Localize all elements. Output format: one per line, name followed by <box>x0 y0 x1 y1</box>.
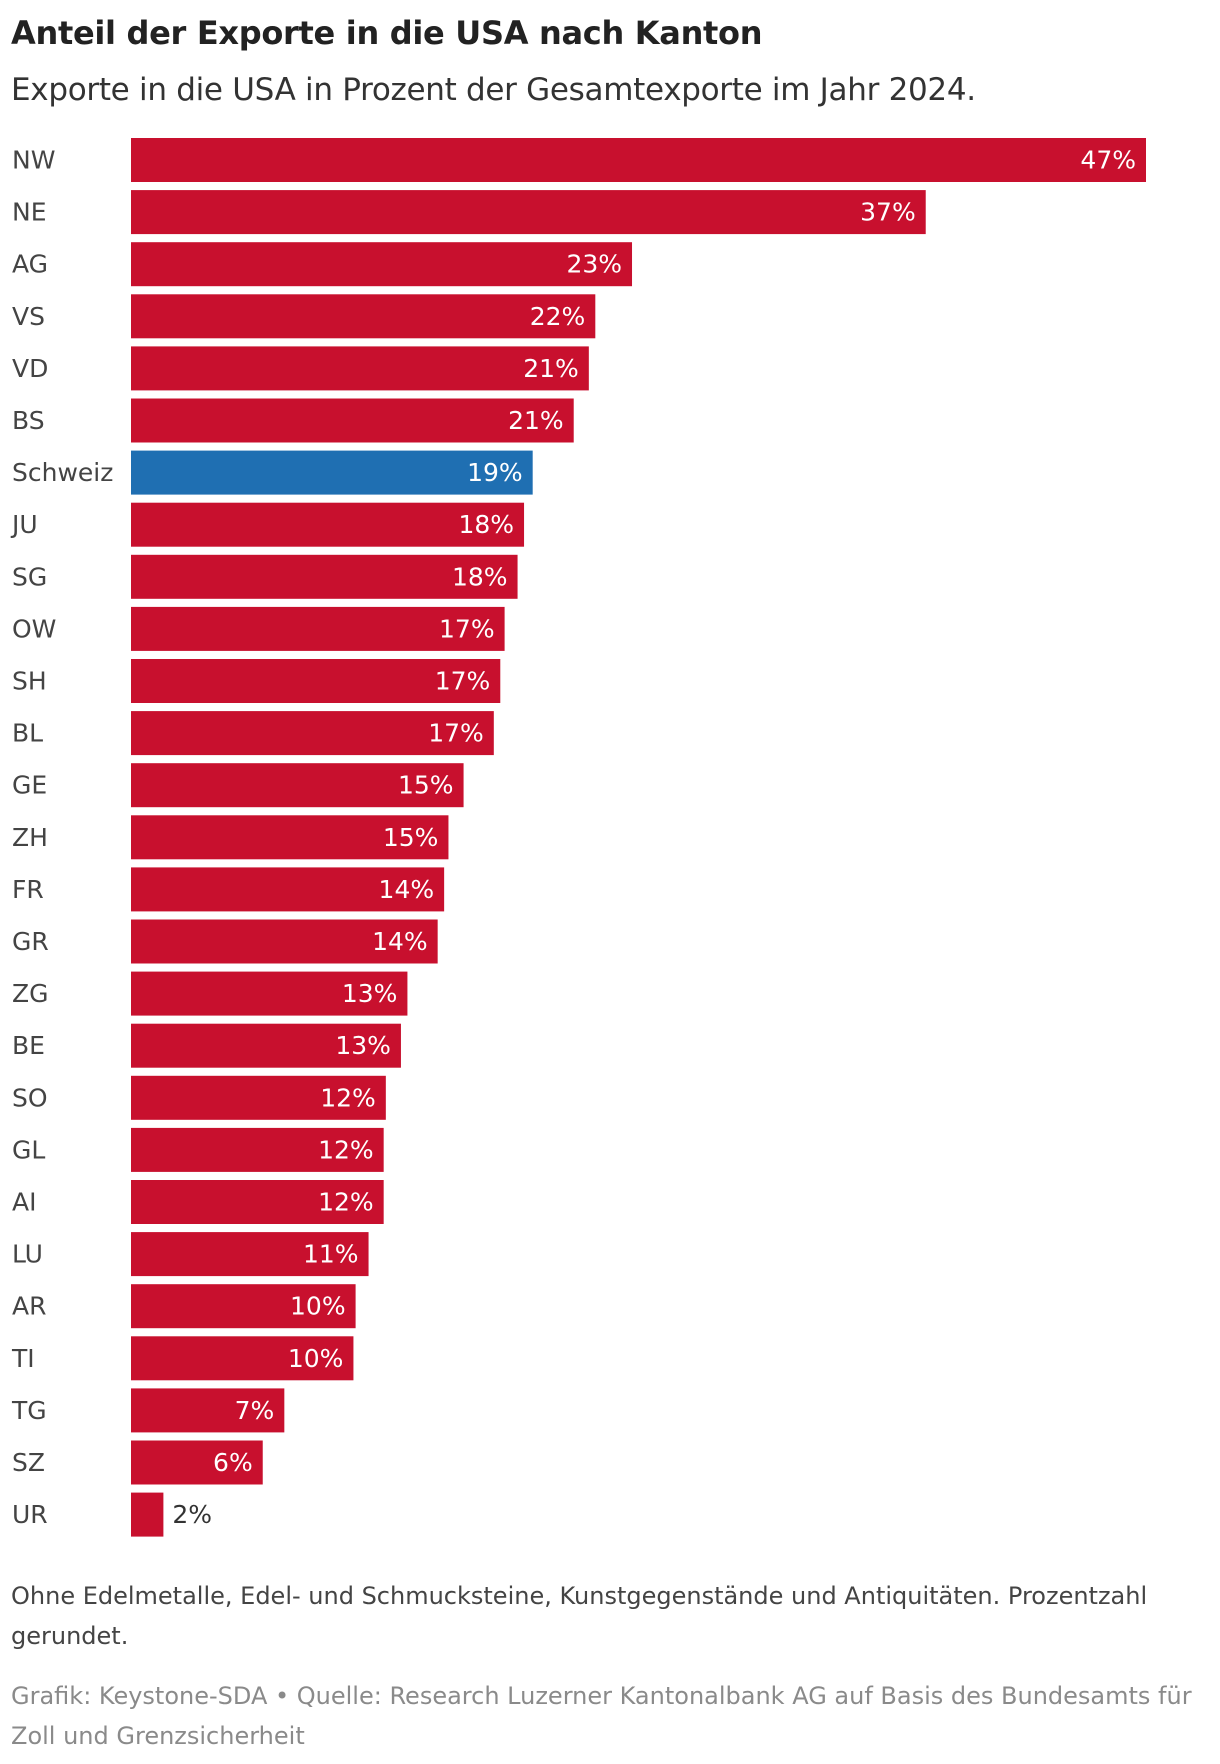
category-label: GR <box>12 927 49 956</box>
value-label: 37% <box>860 198 916 227</box>
chart-footnote: Ohne Edelmetalle, Edel- und Schmuckstein… <box>11 1582 1148 1650</box>
value-label: 18% <box>452 562 508 591</box>
category-label: GL <box>12 1135 45 1164</box>
category-label: VD <box>12 354 48 383</box>
value-label: 17% <box>428 719 484 748</box>
value-label: 13% <box>342 979 398 1008</box>
bar <box>131 1336 354 1381</box>
bar <box>131 1127 384 1172</box>
category-label: AG <box>12 250 48 279</box>
value-label: 23% <box>566 250 622 279</box>
category-label: LU <box>12 1240 43 1269</box>
bar <box>131 502 525 547</box>
value-label: 12% <box>318 1188 374 1217</box>
category-label: FR <box>12 875 44 904</box>
chart-source: Grafik: Keystone-SDA • Quelle: Research … <box>11 1682 1192 1750</box>
category-label: JU <box>10 510 38 539</box>
value-label: 13% <box>335 1031 391 1060</box>
category-label: ZG <box>12 979 49 1008</box>
category-label: TG <box>11 1396 47 1425</box>
bar <box>131 659 501 703</box>
bar <box>131 554 518 599</box>
category-label: VS <box>12 302 45 331</box>
category-label: ZH <box>12 823 48 852</box>
value-label: 15% <box>398 771 454 800</box>
category-label: UR <box>12 1500 48 1529</box>
bar <box>131 398 574 443</box>
bar <box>131 1284 356 1329</box>
value-label: 47% <box>1080 146 1136 175</box>
value-label: 21% <box>508 406 564 435</box>
bar <box>131 1492 164 1537</box>
bar <box>131 763 464 808</box>
category-label: SG <box>12 562 47 591</box>
bar <box>131 1440 263 1485</box>
value-label: 14% <box>372 927 428 956</box>
value-label: 11% <box>303 1240 359 1269</box>
value-label: 17% <box>439 614 495 643</box>
bar <box>131 1388 285 1433</box>
bar <box>131 1232 369 1277</box>
category-label: BS <box>12 406 45 435</box>
category-label: BL <box>12 719 43 748</box>
chart-subtitle: Exporte in die USA in Prozent der Gesamt… <box>11 72 976 108</box>
bar <box>131 346 589 391</box>
value-label: 14% <box>379 875 435 904</box>
value-label: 12% <box>320 1083 376 1112</box>
category-label: GE <box>12 771 47 800</box>
value-label: 21% <box>523 354 579 383</box>
bar <box>131 919 438 964</box>
value-label: 17% <box>435 667 491 696</box>
bar <box>131 971 408 1016</box>
bar-chart: NW 47% NE 37% AG 23% VS 22% VD 21% BS 21% Schweiz 19%… <box>10 138 1146 1537</box>
category-label: Schweiz <box>12 458 113 487</box>
value-label: 12% <box>318 1135 374 1164</box>
bar <box>131 1023 401 1068</box>
value-label: 6% <box>213 1448 253 1477</box>
bar <box>131 867 445 912</box>
value-label: 7% <box>235 1396 275 1425</box>
value-label: 22% <box>530 302 586 331</box>
bar <box>131 1180 384 1224</box>
bar-highlight <box>131 450 533 495</box>
category-label: BE <box>12 1031 45 1060</box>
bar <box>131 242 633 287</box>
bar <box>131 711 494 756</box>
value-label: 15% <box>383 823 439 852</box>
value-label: 10% <box>290 1292 346 1321</box>
bar <box>131 138 1146 182</box>
bar <box>131 294 596 339</box>
bar <box>131 190 926 235</box>
category-label: OW <box>12 614 56 643</box>
category-label: TI <box>11 1344 35 1373</box>
value-label: 2% <box>172 1500 212 1529</box>
bar <box>131 1075 386 1120</box>
category-label: SH <box>12 667 47 696</box>
category-label: SZ <box>12 1448 45 1477</box>
category-label: AI <box>12 1188 36 1217</box>
category-label: AR <box>12 1292 46 1321</box>
bar <box>131 606 505 651</box>
category-label: NW <box>12 146 55 175</box>
value-label: 18% <box>458 510 514 539</box>
chart-title: Anteil der Exporte in die USA nach Kanto… <box>11 14 763 52</box>
category-label: SO <box>12 1083 48 1112</box>
value-label: 19% <box>467 458 523 487</box>
category-label: NE <box>12 198 47 227</box>
bar <box>131 815 449 860</box>
value-label: 10% <box>288 1344 344 1373</box>
